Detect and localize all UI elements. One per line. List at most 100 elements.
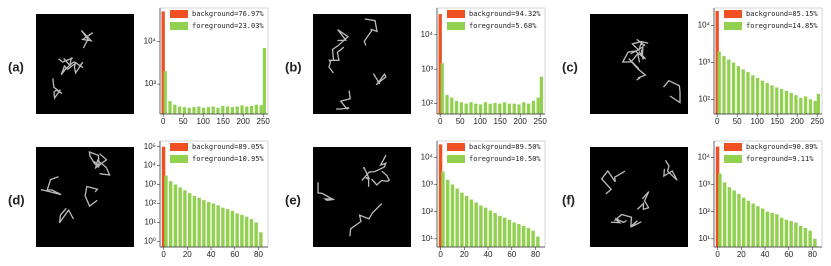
- y-tick-label: 10⁴: [421, 152, 434, 161]
- bar: [741, 197, 746, 247]
- x-tick-label: 150: [217, 117, 231, 126]
- y-tick-label: 10³: [144, 180, 156, 189]
- x-tick-label: 50: [456, 117, 465, 126]
- legend-label: foreground=10.95%: [192, 155, 264, 163]
- bar: [483, 207, 488, 247]
- bar: [450, 97, 454, 114]
- x-tick-label: 80: [531, 250, 540, 259]
- bar: [197, 197, 201, 247]
- y-tick-label: 10⁴: [421, 30, 434, 39]
- bar: [722, 182, 727, 247]
- bar: [765, 211, 770, 247]
- panel-label: (f): [562, 192, 575, 207]
- bar: [161, 146, 166, 247]
- x-tick-label: 50: [179, 117, 188, 126]
- bar: [746, 200, 751, 247]
- bar: [240, 105, 244, 114]
- bar: [727, 187, 732, 247]
- bar: [808, 230, 812, 247]
- bar: [460, 192, 464, 247]
- legend-swatch: [447, 22, 465, 30]
- x-tick-label: 150: [494, 117, 508, 126]
- bar: [539, 76, 544, 114]
- x-tick-label: 60: [784, 250, 793, 259]
- x-tick-label: 0: [161, 250, 166, 259]
- micrograph: [590, 14, 688, 114]
- bar: [779, 217, 784, 247]
- bar: [803, 228, 808, 247]
- x-tick-label: 0: [438, 250, 443, 259]
- panel-label: (c): [562, 59, 578, 74]
- panel-label: (e): [285, 192, 301, 207]
- y-tick-label: 10¹: [421, 234, 433, 243]
- y-tick-label: 10⁴: [698, 21, 711, 30]
- bar: [254, 222, 258, 247]
- bar: [163, 71, 167, 114]
- legend-label: background=85.15%: [746, 10, 818, 18]
- bar: [469, 102, 473, 114]
- legend-label: background=76.97%: [192, 10, 264, 18]
- x-tick-label: 20: [737, 250, 746, 259]
- bar: [164, 175, 168, 247]
- bar: [479, 205, 483, 247]
- y-tick-label: 10²: [421, 207, 433, 216]
- x-tick-label: 80: [808, 250, 817, 259]
- x-tick-label: 20: [460, 250, 469, 259]
- bar: [808, 99, 813, 114]
- bar: [536, 97, 540, 114]
- y-tick-label: 10⁰: [144, 236, 156, 245]
- bar: [531, 100, 536, 114]
- bar: [727, 59, 731, 114]
- legend-swatch: [447, 143, 465, 151]
- y-tick-label: 10²: [144, 199, 156, 208]
- legend-swatch: [724, 155, 742, 163]
- legend-swatch: [724, 22, 742, 30]
- bar: [765, 82, 769, 114]
- legend-label: background=89.50%: [469, 143, 541, 151]
- bar: [784, 219, 789, 247]
- x-tick-label: 60: [507, 250, 516, 259]
- bar: [445, 94, 449, 114]
- bar: [464, 195, 469, 247]
- bar: [722, 55, 726, 114]
- bar: [755, 77, 760, 114]
- bar: [262, 47, 267, 114]
- micrograph-structure: [40, 151, 111, 224]
- bar: [240, 214, 244, 247]
- bar: [254, 104, 259, 114]
- micrograph-structure: [317, 154, 391, 237]
- micrograph-structure: [621, 38, 681, 104]
- bar: [438, 144, 443, 247]
- bar: [216, 107, 220, 114]
- legend-label: background=90.89%: [746, 143, 818, 151]
- legend-label: foreground=9.11%: [746, 155, 814, 163]
- bar: [493, 212, 497, 247]
- bar: [211, 203, 216, 247]
- bar: [493, 102, 497, 114]
- panel-label: (b): [285, 59, 302, 74]
- x-tick-label: 0: [715, 250, 720, 259]
- bar: [507, 103, 512, 114]
- bar: [813, 101, 817, 114]
- bar: [173, 184, 178, 247]
- bar: [441, 171, 445, 247]
- bar: [526, 228, 531, 247]
- bar: [531, 230, 535, 247]
- legend-label: foreground=5.68%: [469, 22, 537, 30]
- bar: [244, 216, 249, 247]
- bar: [715, 146, 720, 247]
- legend-swatch: [447, 10, 465, 18]
- bar: [488, 103, 492, 114]
- bar: [760, 208, 765, 247]
- legend-swatch: [170, 22, 188, 30]
- y-tick-label: 10³: [698, 58, 710, 67]
- x-tick-label: 50: [733, 117, 742, 126]
- micrograph-structure: [600, 160, 678, 228]
- bar: [197, 106, 201, 114]
- bar: [789, 221, 793, 247]
- x-tick-label: 100: [751, 117, 765, 126]
- x-tick-label: 60: [230, 250, 239, 259]
- bar: [756, 206, 760, 247]
- y-tick-label: 10⁴: [144, 36, 157, 45]
- bar: [454, 100, 459, 114]
